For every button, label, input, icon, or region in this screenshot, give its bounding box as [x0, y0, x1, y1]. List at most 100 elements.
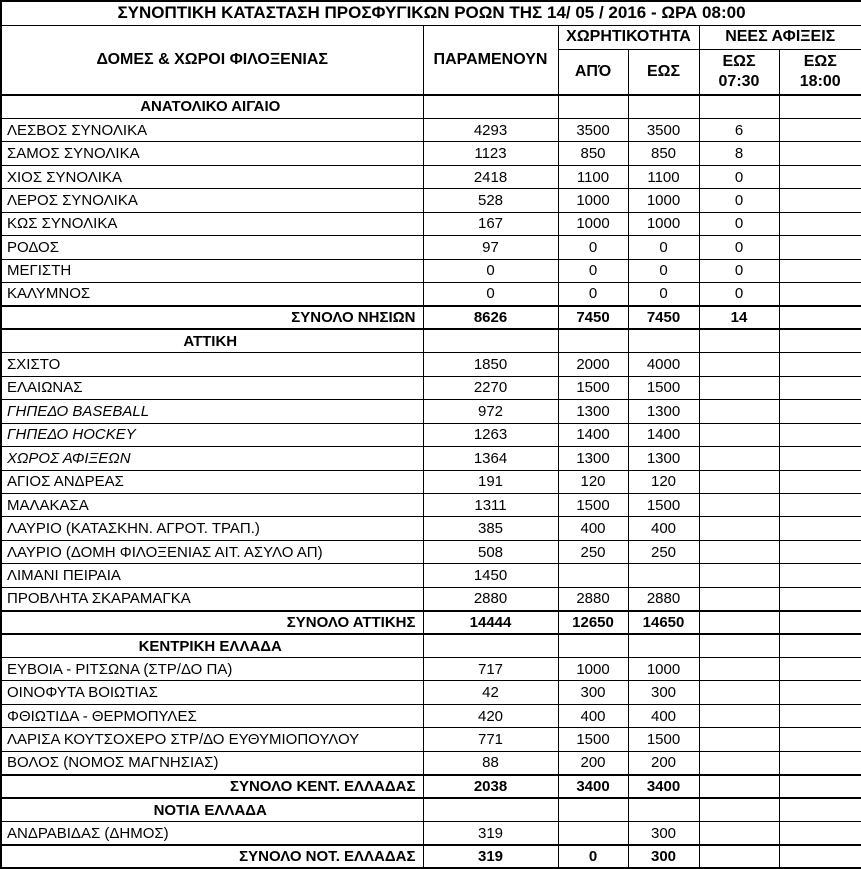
remaining-cell: 717	[422, 656, 559, 682]
arrivals-1800-cell	[778, 164, 861, 190]
table-row: ΕΛΑΙΩΝΑΣ 2270 1500 1500	[0, 375, 861, 401]
arrivals-1800-cell	[778, 235, 861, 260]
arrivals-0730-cell: 8	[698, 141, 780, 166]
capacity-to-cell: 1100	[627, 164, 700, 190]
table-row: ΛΕΣΒΟΣ ΣΥΝΟΛΙΚΑ 4293 3500 3500 6	[0, 117, 861, 143]
remaining-cell: 14444	[422, 609, 559, 636]
col-header-capacity-to: ΕΩΣ	[627, 48, 700, 96]
capacity-from-cell: 1000	[557, 656, 629, 682]
remaining-cell: 8626	[422, 304, 559, 331]
capacity-from-cell	[557, 94, 629, 119]
capacity-to-cell: 2880	[627, 586, 700, 612]
table-row: ΜΑΛΑΚΑΣΑ 1311 1500 1500	[0, 492, 861, 518]
facility-cell: ΑΤΤΙΚΗ	[0, 328, 424, 354]
remaining-cell	[422, 94, 559, 119]
table-row: ΕΥΒΟΙΑ - ΡΙΤΣΩΝΑ (ΣΤΡ/ΔΟ ΠΑ) 717 1000 1000	[0, 656, 861, 682]
capacity-to-cell: 120	[627, 469, 700, 494]
arrivals-0730-cell	[698, 680, 780, 705]
arrivals-0730-cell: 0	[698, 164, 780, 190]
table-body: ΑΝΑΤΟΛΙΚΟ ΑΙΓΑΙΟ ΛΕΣΒΟΣ ΣΥΝΟΛΙΚΑ 4293 3500 3…	[0, 94, 861, 869]
remaining-cell: 420	[422, 703, 559, 729]
table-row: ΓΗΠΕΔΟ BASEBALL 972 1300 1300	[0, 399, 861, 424]
arrivals-0730-cell	[698, 399, 780, 424]
table-row: ΧΙΟΣ ΣΥΝΟΛΙΚΑ 2418 1100 1100 0	[0, 164, 861, 190]
facility-cell: ΛΑΡΙΣΑ ΚΟΥΤΣΟΧΕΡΟ ΣΤΡ/ΔΟ ΕΥΘΥΜΙΟΠΟΥΛΟΥ	[0, 727, 424, 752]
arrivals-1800-cell	[778, 703, 861, 729]
arrivals-1800-cell	[778, 750, 861, 776]
capacity-to-cell: 0	[627, 258, 700, 284]
table-row: ΦΘΙΩΤΙΔΑ - ΘΕΡΜΟΠΥΛΕΣ 420 400 400	[0, 703, 861, 729]
arrivals-0730-cell	[698, 563, 780, 588]
remaining-cell	[422, 797, 559, 823]
arrivals-0730-cell: 0	[698, 258, 780, 284]
col-header-capacity-from: ΑΠΌ	[557, 48, 629, 96]
remaining-cell: 2880	[422, 586, 559, 612]
arrivals-0730-cell	[698, 703, 780, 729]
capacity-from-cell: 7450	[557, 304, 629, 331]
capacity-to-cell: 1300	[627, 399, 700, 424]
capacity-from-cell: 0	[557, 258, 629, 284]
capacity-to-cell: 1500	[627, 375, 700, 401]
capacity-to-cell: 1000	[627, 656, 700, 682]
header-sub-row: ΑΠΌ ΕΩΣ ΕΩΣ 07:30 ΕΩΣ 18:00	[1, 48, 861, 96]
arrivals-1800-cell	[778, 328, 861, 354]
arrivals-0730-cell	[698, 516, 780, 541]
header-line: ΕΩΣ	[722, 52, 756, 70]
arrivals-0730-cell	[698, 609, 780, 636]
remaining-cell: 1123	[422, 141, 559, 166]
arrivals-1800-cell	[778, 656, 861, 682]
facility-cell: ΧΩΡΟΣ ΑΦΙΞΕΩΝ	[0, 446, 424, 471]
arrivals-1800-cell	[778, 727, 861, 752]
capacity-from-cell: 1000	[557, 188, 629, 213]
capacity-to-cell: 1000	[627, 188, 700, 213]
arrivals-1800-cell	[778, 352, 861, 377]
remaining-cell: 0	[422, 258, 559, 284]
capacity-from-cell: 300	[557, 680, 629, 705]
section-header-row: ΚΕΝΤΡΙΚΗ ΕΛΛΑΔΑ	[0, 633, 861, 659]
facility-cell: ΠΡΟΒΛΗΤΑ ΣΚΑΡΑΜΑΓΚΑ	[0, 586, 424, 612]
arrivals-1800-cell	[778, 94, 861, 119]
facility-cell: ΦΘΙΩΤΙΔΑ - ΘΕΡΜΟΠΥΛΕΣ	[0, 703, 424, 729]
col-header-arrivals-0730: ΕΩΣ 07:30	[698, 48, 780, 96]
table-row: ΡΟΔΟΣ 97 0 0 0	[0, 235, 861, 260]
arrivals-0730-cell	[698, 352, 780, 377]
header-group-row: ΔΟΜΕΣ & ΧΩΡΟΙ ΦΙΛΟΞΕΝΙΑΣ ΠΑΡΑΜΕΝΟΥΝ ΧΩΡΗ…	[0, 24, 861, 96]
table-row: ΠΡΟΒΛΗΤΑ ΣΚΑΡΑΜΑΓΚΑ 2880 2880 2880	[0, 586, 861, 612]
capacity-to-cell	[627, 633, 700, 659]
remaining-cell: 1850	[422, 352, 559, 377]
arrivals-0730-cell	[698, 821, 780, 846]
arrivals-0730-cell	[698, 375, 780, 401]
remaining-cell: 2418	[422, 164, 559, 190]
remaining-cell: 1263	[422, 422, 559, 448]
arrivals-0730-cell	[698, 773, 780, 800]
table-row: ΚΑΛΥΜΝΟΣ 0 0 0 0	[0, 281, 861, 307]
capacity-from-cell	[557, 328, 629, 354]
total-row: ΣΥΝΟΛΟ ΝΟΤ. ΕΛΛΑΔΑΣ 319 0 300	[0, 843, 861, 869]
remaining-cell: 319	[422, 843, 559, 869]
capacity-to-cell: 0	[627, 235, 700, 260]
capacity-from-cell: 2880	[557, 586, 629, 612]
capacity-to-cell: 0	[627, 281, 700, 307]
arrivals-1800-cell	[778, 633, 861, 659]
capacity-to-cell	[627, 797, 700, 823]
facility-cell: ΑΝΑΤΟΛΙΚΟ ΑΙΓΑΙΟ	[0, 94, 424, 119]
remaining-cell: 2270	[422, 375, 559, 401]
arrivals-0730-cell: 0	[698, 188, 780, 213]
facility-cell: ΣΥΝΟΛΟ ΑΤΤΙΚΗΣ	[0, 609, 424, 636]
total-row: ΣΥΝΟΛΟ ΚΕΝΤ. ΕΛΛΑΔΑΣ 2038 3400 3400	[0, 773, 861, 800]
table-row: ΣΧΙΣΤΟ 1850 2000 4000	[0, 352, 861, 377]
capacity-from-cell: 400	[557, 703, 629, 729]
arrivals-1800-cell	[778, 773, 861, 800]
col-group-new-arrivals: ΝΕΕΣ ΑΦΙΞΕΙΣ	[698, 24, 861, 50]
remaining-cell: 319	[422, 821, 559, 846]
table-row: ΛΑΥΡΙΟ (ΔΟΜΗ ΦΙΛΟΞΕΝΙΑΣ ΑΙΤ. ΑΣΥΛΟ ΑΠ) 50…	[0, 539, 861, 565]
arrivals-0730-cell	[698, 750, 780, 776]
arrivals-0730-cell	[698, 422, 780, 448]
capacity-to-cell: 1400	[627, 422, 700, 448]
facility-cell: ΑΓΙΟΣ ΑΝΔΡΕΑΣ	[0, 469, 424, 494]
table-row: ΑΝΔΡΑΒΙΔΑΣ (ΔΗΜΟΣ) 319 300	[0, 821, 861, 846]
capacity-from-cell: 1000	[557, 211, 629, 237]
capacity-to-cell: 400	[627, 516, 700, 541]
report-title: ΣΥΝΟΠΤΙΚΗ ΚΑΤΑΣΤΑΣΗ ΠΡΟΣΦΥΓΙΚΩΝ ΡΟΩΝ ΤΗΣ…	[0, 0, 861, 26]
